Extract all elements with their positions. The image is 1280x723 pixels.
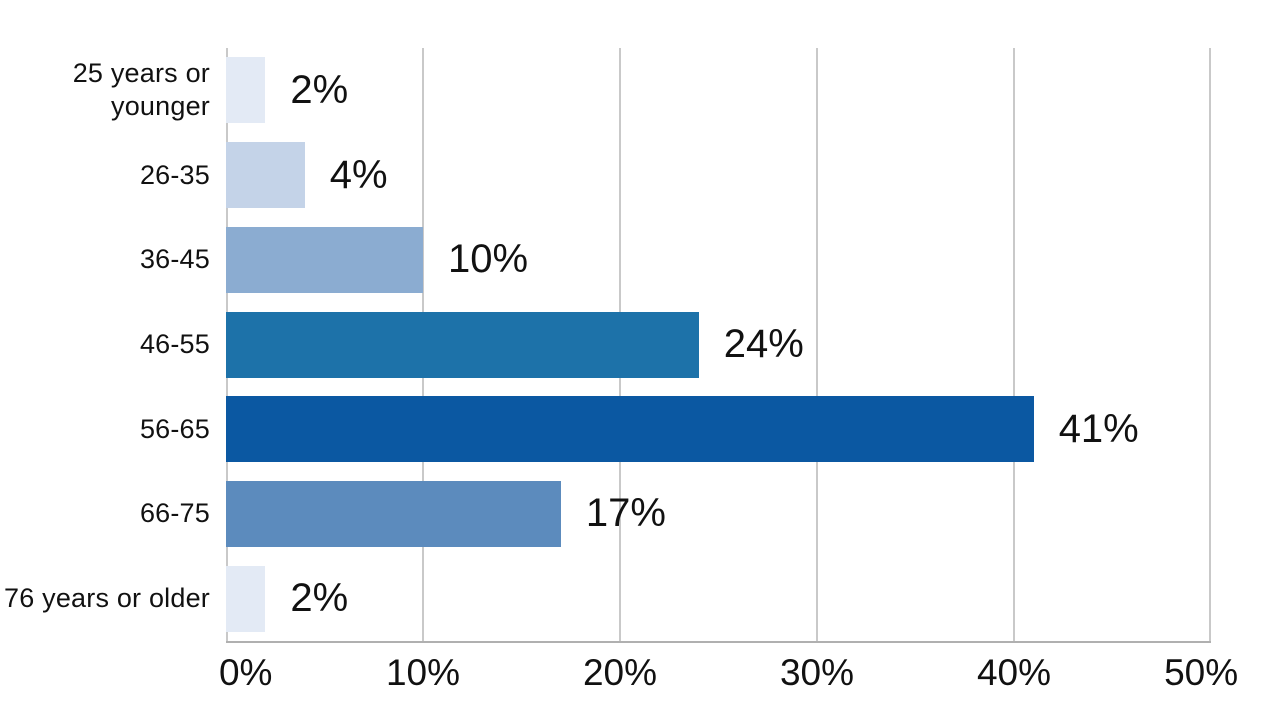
category-label: 25 years or younger: [72, 58, 210, 122]
gridline-40pct: [1013, 48, 1015, 641]
bar-row: 4%: [226, 133, 1211, 218]
x-tick-label: 40%: [976, 652, 1052, 693]
bar-row: 2%: [226, 48, 1211, 133]
bar-row: 41%: [226, 387, 1211, 472]
category-axis: 25 years or younger 26-35 36-45 46-55 56…: [0, 48, 210, 641]
x-tick-label: 20%: [582, 652, 658, 693]
bar: [226, 565, 266, 632]
category-label: 36-45: [139, 244, 210, 275]
bar: [226, 226, 423, 293]
gridline-50pct: [1209, 48, 1211, 641]
value-label: 2%: [290, 67, 349, 112]
bar: [226, 480, 561, 547]
x-tick-label: 0%: [218, 652, 273, 693]
bar-row: 24%: [226, 302, 1211, 387]
value-label: 24%: [723, 322, 804, 367]
bar: [226, 57, 266, 124]
category-label: 76 years or older: [3, 583, 210, 614]
category-label: 26-35: [139, 159, 210, 190]
plot-area: 2% 4% 10% 24% 41% 17%: [226, 48, 1211, 643]
bar-row: 2%: [226, 556, 1211, 641]
value-label: 17%: [585, 491, 666, 536]
gridline-30pct: [816, 48, 818, 641]
x-tick-label: 10%: [385, 652, 461, 693]
category-label: 46-55: [139, 329, 210, 360]
bar-rows: 2% 4% 10% 24% 41% 17%: [226, 48, 1211, 641]
bar-row: 10%: [226, 217, 1211, 302]
x-tick-label: 50%: [1164, 652, 1239, 693]
bar: [226, 142, 305, 209]
x-tick-label: 30%: [779, 652, 855, 693]
bar-row: 17%: [226, 472, 1211, 557]
value-label: 41%: [1058, 406, 1139, 451]
value-label: 2%: [290, 576, 349, 621]
x-axis: 0% 10% 20% 30% 40% 50%: [219, 652, 1238, 700]
bar: [226, 396, 1034, 463]
bar: [226, 311, 699, 378]
value-label: 4%: [329, 152, 388, 197]
category-label: 66-75: [139, 498, 210, 529]
category-label: 56-65: [139, 413, 210, 444]
value-label: 10%: [448, 237, 529, 282]
